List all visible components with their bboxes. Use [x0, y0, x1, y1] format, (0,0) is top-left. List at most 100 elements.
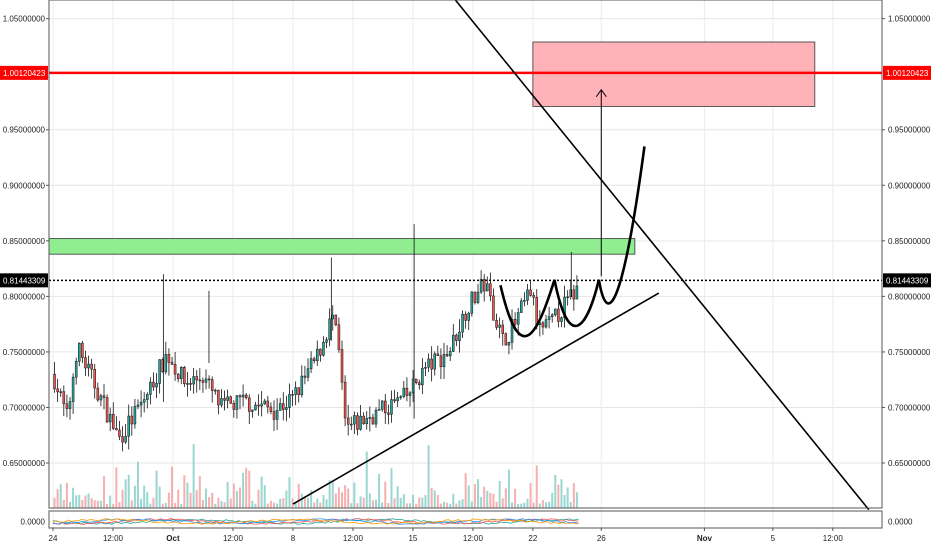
volume-bar: [575, 492, 578, 508]
volume-bar: [127, 474, 130, 508]
volume-bar: [412, 494, 415, 508]
volume-bar: [195, 490, 198, 508]
volume-bar: [285, 490, 288, 508]
candle-body: [275, 410, 279, 420]
candle-body: [180, 366, 183, 379]
candle: [442, 342, 446, 379]
candle: [68, 397, 72, 420]
candle: [195, 370, 198, 393]
volume-bar: [75, 495, 78, 508]
candle: [108, 407, 112, 432]
volume-bar: [523, 502, 526, 508]
time-tick-label: 24: [49, 534, 58, 543]
candle: [418, 379, 421, 390]
candle-body: [232, 403, 236, 410]
candle-body: [427, 358, 430, 368]
volume-bar: [109, 495, 112, 508]
candle: [390, 390, 393, 423]
price-tick-label-left: 0.75000000: [3, 348, 46, 357]
candle-body: [204, 378, 208, 383]
volume-bar: [483, 486, 486, 508]
candle: [523, 292, 526, 307]
resistance-price-badge: [883, 65, 931, 80]
candle-body: [115, 428, 118, 431]
candle-body: [170, 362, 174, 365]
candle: [541, 321, 545, 335]
candle-body: [248, 397, 251, 412]
candle-body: [130, 415, 134, 425]
candle: [235, 394, 239, 419]
candle-body: [544, 319, 548, 328]
candle: [312, 356, 316, 364]
candle: [176, 373, 180, 383]
candle: [328, 308, 331, 347]
volume-bar: [359, 496, 362, 508]
volume-bar: [174, 502, 177, 508]
volume-bar: [282, 498, 285, 508]
volume-bar: [245, 467, 248, 508]
candle-body: [96, 387, 100, 401]
volume-bar: [211, 492, 214, 508]
volume-bar: [489, 492, 492, 508]
time-tick-label: 26: [597, 534, 606, 543]
candle-body: [575, 285, 579, 300]
volume-bar: [498, 481, 501, 508]
candle-body: [414, 378, 418, 383]
volume-bar: [118, 502, 121, 508]
candle: [374, 407, 378, 428]
candle-body: [65, 403, 69, 409]
candle-body: [81, 342, 84, 358]
volume-bar: [535, 465, 538, 508]
volume-bar: [449, 503, 452, 508]
volume-bar: [541, 500, 544, 508]
candle-body: [495, 320, 498, 328]
candle-body: [337, 324, 341, 350]
price-tick-label-right: 0.75000000: [888, 348, 931, 357]
candle: [93, 363, 96, 399]
time-tick-label: 5: [771, 534, 776, 543]
candle-body: [353, 415, 356, 425]
candle-body: [285, 407, 288, 410]
candle-body: [84, 357, 87, 369]
volume-bar: [62, 500, 65, 508]
candle: [359, 404, 362, 431]
candle-body: [541, 322, 545, 328]
candle: [291, 390, 294, 407]
candle: [334, 314, 338, 327]
candle: [405, 377, 409, 402]
volume-bar: [313, 502, 316, 508]
candle-body: [436, 353, 440, 357]
candle-body: [473, 291, 477, 303]
candle: [74, 357, 78, 385]
candle: [470, 291, 474, 317]
volume-bar: [72, 487, 75, 508]
volume-bar: [455, 503, 458, 508]
candle-body: [445, 354, 449, 357]
volume-bar: [337, 487, 340, 508]
volume-bar: [146, 492, 149, 508]
candle-body: [226, 396, 229, 401]
volume-bar: [242, 472, 245, 508]
candle: [62, 385, 66, 417]
candle-body: [458, 331, 461, 342]
candle-body: [368, 417, 372, 419]
candle-body: [380, 400, 384, 410]
candle: [340, 340, 344, 390]
volume-bar: [84, 495, 87, 508]
candle-body: [408, 392, 412, 396]
volume-bar: [464, 473, 467, 508]
candle: [133, 399, 137, 429]
volume-bar: [269, 500, 272, 508]
volume-bar: [180, 503, 183, 508]
candle: [445, 345, 449, 358]
volume-bar: [81, 499, 84, 508]
candle: [380, 400, 384, 412]
candle: [192, 368, 195, 394]
price-tick-label-left: 1.05000000: [3, 15, 46, 24]
candle: [439, 348, 443, 380]
candle: [566, 290, 569, 306]
target-zone: [532, 41, 816, 107]
candle-body: [384, 400, 387, 414]
candle: [115, 416, 118, 431]
